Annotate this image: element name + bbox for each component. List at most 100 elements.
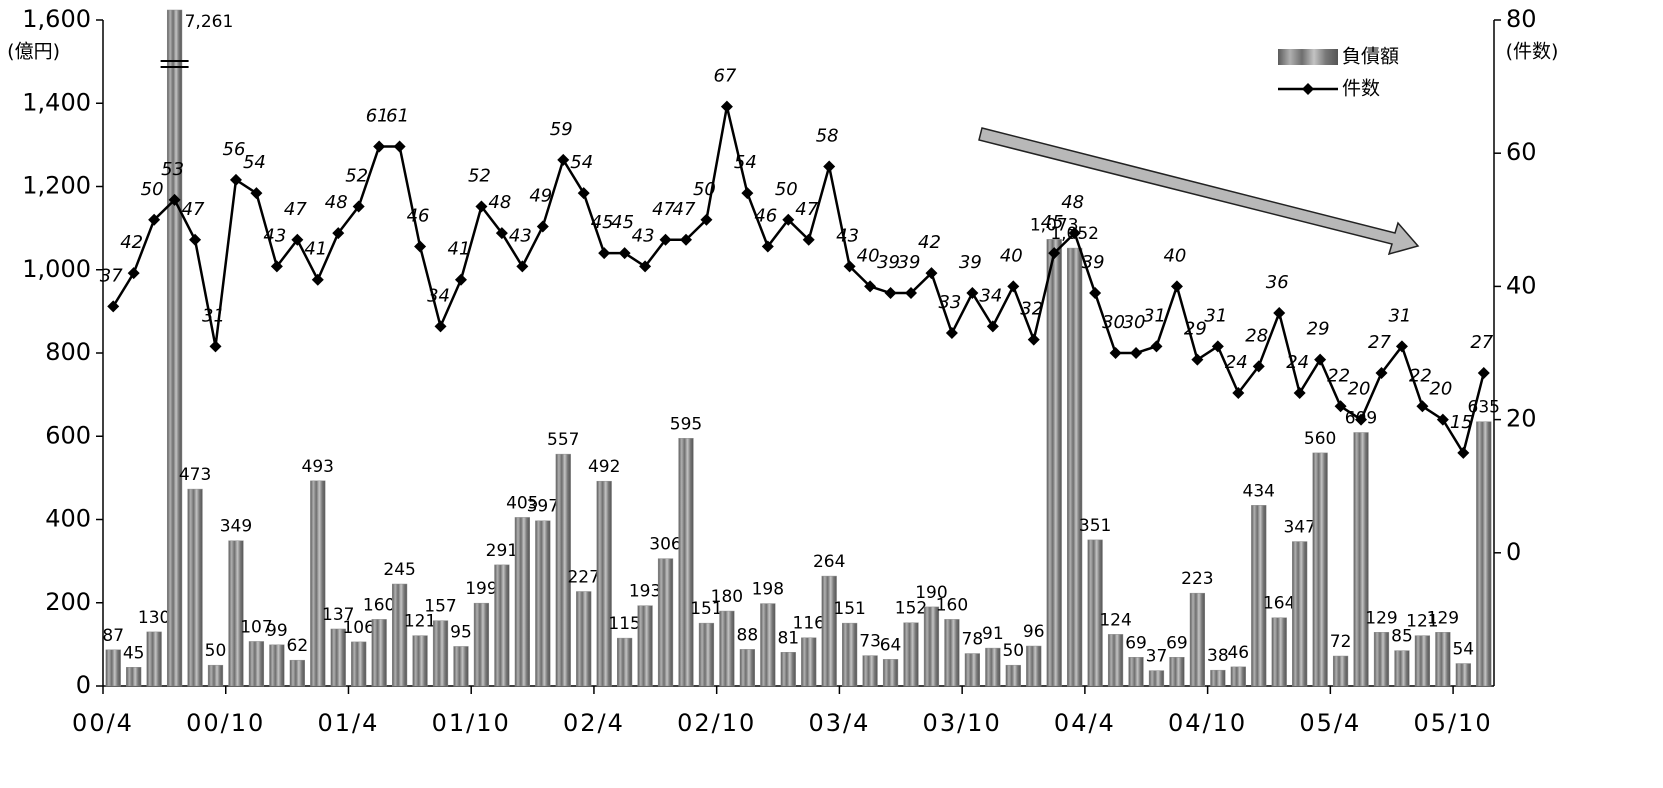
bar-value-label: 190 [915,583,947,603]
line-marker [659,233,672,246]
bar-value-label: 129 [1427,608,1459,628]
bar [719,610,735,687]
line-value-label: 47 [284,199,307,220]
line-marker [393,140,406,153]
bar [146,631,162,687]
bar [105,649,121,687]
y-tick-label: 1,000 [22,255,91,283]
line-marker [209,340,222,353]
bar [555,453,571,687]
x-tick-label: 03/4 [808,709,870,737]
line-value-label: 48 [325,192,348,213]
line-marker [1293,386,1306,399]
bar-value-label: 397 [527,497,559,517]
line-value-label: 27 [1368,332,1391,353]
line-marker [843,260,856,273]
bar [821,575,837,687]
bar [1414,635,1431,687]
bar-value-label: 107 [240,617,272,637]
line-marker [127,267,140,280]
bar-value-label: 124 [1099,610,1131,630]
bar-value-label: 164 [1263,594,1295,614]
bar-value-label: 54 [1452,640,1474,660]
line-marker [782,213,795,226]
bar [801,637,817,687]
bar-value-label: 151 [690,599,722,619]
line-value-label: 34 [979,285,1002,306]
bar-value-label: 121 [1406,612,1438,632]
bar [412,635,428,687]
line-marker [1048,247,1061,260]
line-marker [1007,280,1020,293]
bar-value-label: 193 [629,582,661,602]
bar [1005,664,1021,687]
bar-value-label: 116 [793,614,825,634]
line-marker [1416,400,1429,413]
line-marker [945,327,958,340]
line-marker [1027,333,1040,346]
line-marker [1395,340,1408,353]
bar-value-label: 78 [962,630,984,650]
line-marker [1436,413,1449,426]
line-value-label: 41 [304,239,327,260]
bar [1455,663,1471,687]
line-value-label: 30 [1102,312,1125,333]
bar [842,622,858,687]
y-tick-label: 800 [45,338,91,366]
line-marker [1170,280,1183,293]
bar-value-label: 349 [220,517,252,537]
line-marker [1232,386,1245,399]
bar-value-label: 64 [880,635,902,655]
bar-value-label: 121 [404,612,436,632]
line-value-label: 46 [407,205,430,226]
bar [780,652,796,687]
line-marker [270,260,283,273]
y-tick-label: 400 [45,505,91,533]
line-value-label: 36 [1266,272,1289,293]
line-value-label: 27 [1470,332,1493,353]
bar-value-label: 95 [450,622,472,642]
line-value-label: 53 [161,159,184,180]
line-value-label: 50 [775,179,798,200]
line-marker [741,187,754,200]
line-marker [189,233,202,246]
bar-value-label: 137 [322,605,354,625]
y-tick-label: 1,200 [22,172,91,200]
bar [1128,657,1144,687]
bar [126,667,142,687]
line-value-label: 40 [1000,245,1023,266]
bar-value-label: 62 [287,636,309,656]
line-value-label: 61 [366,106,389,127]
line-marker [864,280,877,293]
line-value-label: 31 [202,305,225,326]
bar-value-label: 223 [1181,569,1213,589]
bar [1373,632,1390,687]
x-tick-label: 00/4 [72,709,134,737]
line-value-label: 22 [1409,365,1432,386]
line-marker [598,247,611,260]
bar [1046,239,1062,687]
bar [1210,669,1226,687]
bar-value-label: 7,261 [185,12,234,32]
bar-value-label: 72 [1330,632,1352,652]
bar-value-label: 160 [936,595,968,615]
line-value-label: 48 [488,192,511,213]
line-value-label: 50 [693,179,716,200]
line-marker [557,153,570,166]
x-tick-label: 00/10 [186,709,265,737]
bar-value-label: 99 [266,621,288,641]
bar-value-label: 291 [486,541,518,561]
legend-swatch [1278,49,1338,65]
line-marker [148,213,161,226]
line-marker [1273,307,1286,320]
line-value-label: 42 [120,232,143,253]
bar-value-label: 73 [859,632,881,652]
line-marker [332,227,345,240]
line-marker [1314,353,1327,366]
line-value-label: 39 [959,252,982,273]
bar-value-label: 199 [465,579,497,599]
line-value-label: 29 [1184,319,1207,340]
line-marker [1477,366,1490,379]
bar [698,622,715,687]
